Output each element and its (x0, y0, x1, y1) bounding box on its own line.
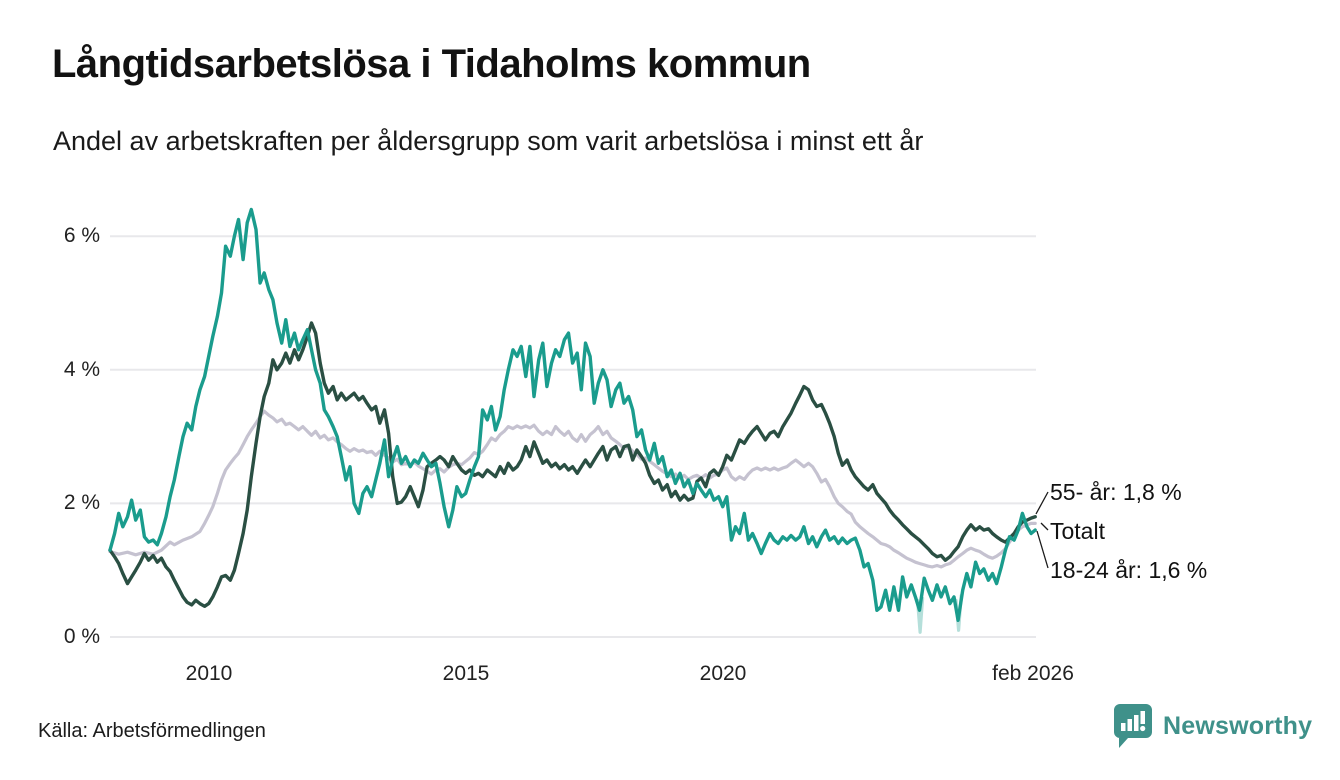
y-tick-0: 0 % (63, 625, 100, 648)
y-tick-2: 2 % (63, 491, 100, 514)
annotation-totalt: Totalt (1050, 518, 1105, 544)
x-tick-feb2026: feb 2026 (992, 662, 1074, 685)
annotation-55-ar: 55- år: 1,8 % (1050, 479, 1182, 505)
series-line-18-24-r (108, 207, 1037, 622)
annotation-18-24: 18-24 år: 1,6 % (1050, 557, 1208, 583)
connector-55-ar (1035, 491, 1049, 515)
x-tick-2020: 2020 (699, 662, 747, 685)
x-tick-2015: 2015 (442, 662, 490, 685)
newsworthy-bubble-chart-icon (1112, 702, 1154, 750)
y-tick-6: 6 % (63, 224, 100, 247)
series-line-55-r (108, 321, 1037, 608)
page-subtitle: Andel av arbetskraften per åldersgrupp s… (53, 126, 924, 156)
page-title: Långtidsarbetslösa i Tidaholms kommun (52, 42, 811, 86)
source-note: Källa: Arbetsförmedlingen (38, 720, 266, 742)
y-tick-4: 4 % (63, 358, 100, 381)
connector-18-24 (1036, 530, 1049, 569)
connector-totalt (1040, 522, 1049, 531)
newsworthy-wordmark: Newsworthy (1163, 711, 1313, 740)
series-line-totalt (108, 409, 1037, 569)
newsworthy-logo: Newsworthy (1112, 702, 1312, 750)
x-tick-2010: 2010 (185, 662, 233, 685)
